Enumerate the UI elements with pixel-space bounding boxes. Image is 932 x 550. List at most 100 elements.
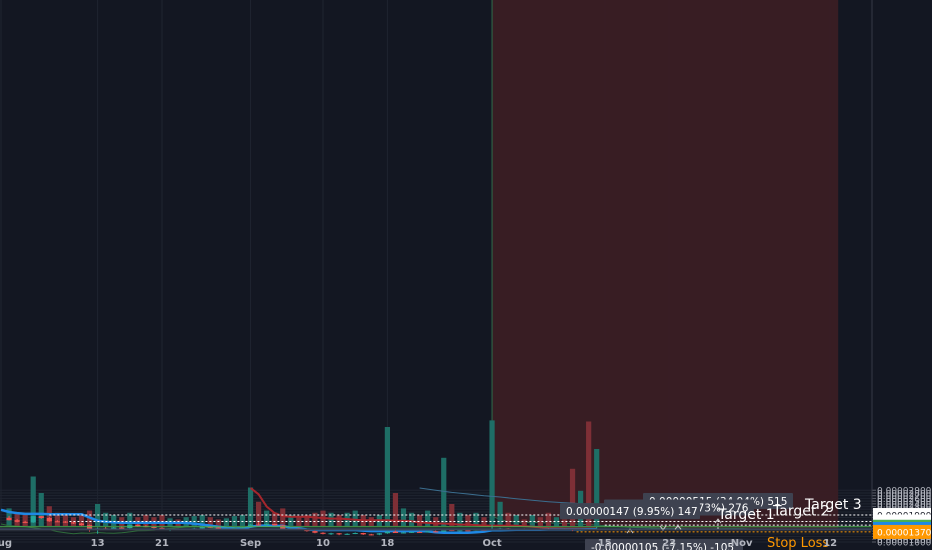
candle-body (6, 517, 12, 521)
volume-bar (352, 510, 358, 526)
candle-body (360, 533, 366, 535)
y-tick-label: 0.00002400 (877, 500, 932, 510)
candle-body (336, 533, 342, 535)
candle-body (408, 531, 415, 533)
x-tick-label: Aug (0, 538, 12, 549)
x-tick-label: Nov (731, 538, 753, 549)
candle-body (62, 521, 68, 523)
volume-bar (553, 517, 560, 526)
y-tick-label: 0.00002600 (877, 495, 932, 505)
volume-bar (312, 512, 318, 526)
candle-body (239, 527, 246, 529)
volume-bar (159, 515, 165, 526)
candle-body (425, 531, 431, 533)
volume-bar (304, 515, 310, 526)
cloud-zone (491, 0, 839, 531)
stop-label: Stop Loss (767, 536, 829, 550)
candle-body (441, 530, 447, 532)
volume-bar (433, 517, 439, 526)
volume-bar (408, 512, 415, 526)
y-tick-label: 0.00002500 (877, 498, 932, 508)
volume-bar (449, 504, 455, 526)
volume-bar (38, 493, 44, 526)
volume-bar (62, 515, 68, 526)
candle-body (264, 524, 270, 526)
candle-body (352, 533, 358, 535)
cloud-fill (492, 0, 839, 530)
measure-label: 0.00000147 (9.95%) 147 (566, 506, 698, 518)
candle-body (320, 532, 326, 534)
candle-body (312, 531, 318, 533)
measure-label: -0.00000105 (-7.15%) -105 (591, 542, 734, 550)
volume-bar (481, 517, 487, 526)
x-tick-label: 10 (316, 538, 330, 549)
volume-bar (513, 515, 519, 526)
x-tick-label: 23 (662, 538, 676, 549)
candle-body (231, 527, 238, 529)
candle-body (384, 531, 390, 534)
volume-bar (489, 420, 495, 526)
volume-bar (497, 501, 503, 526)
volume-bar (22, 515, 28, 526)
volume-bar (384, 427, 390, 526)
candle-body (46, 518, 52, 522)
candle-body (38, 516, 44, 519)
candle-body (417, 531, 423, 533)
arrow-head (626, 528, 634, 534)
candle-body (328, 533, 334, 535)
volume-bar (521, 519, 527, 526)
arrow-head (674, 524, 682, 530)
candle-body (433, 531, 439, 533)
volume-bar (392, 493, 399, 526)
y-tick-label: 0.00001100 (877, 536, 932, 546)
x-tick-label: 21 (155, 538, 169, 549)
volume-bar (569, 468, 576, 526)
volume-bar (127, 512, 133, 526)
volume-bar (505, 512, 511, 526)
price-tag-label: 0.00001370 (877, 528, 932, 538)
candle-body (14, 520, 20, 522)
volume-bar (272, 512, 278, 526)
candle-body (272, 524, 278, 526)
time-axis[interactable]: Aug 13 21 Sep 10 18 Oct 15 23 Nov 12 (0, 529, 872, 549)
volume-bar (457, 512, 463, 526)
candle-body (256, 524, 262, 526)
volume-bar (417, 515, 423, 526)
volume-bar (103, 512, 109, 526)
volume-bar (247, 487, 254, 526)
candle-body (119, 527, 125, 529)
volume-bar (425, 510, 431, 526)
volume-bar (54, 512, 60, 526)
candle-body (199, 526, 205, 529)
volume-bar (143, 515, 149, 526)
candle-body (70, 522, 77, 524)
target-label: Target 1 (717, 507, 775, 523)
volume-bar (400, 508, 407, 526)
candle-body (215, 527, 221, 529)
volume-bar (30, 476, 36, 526)
volume-bar (256, 501, 262, 526)
candle-body (457, 530, 463, 532)
cloud-upper-line (419, 487, 597, 505)
candle-body (344, 533, 350, 535)
volume-bar (336, 515, 342, 526)
price-axis[interactable]: 0.000010000.000011000.000012000.00001300… (871, 0, 932, 549)
volume-bar (215, 519, 221, 526)
volume-bar (537, 517, 543, 526)
x-tick-label: 18 (380, 538, 394, 549)
candle-body (400, 532, 407, 534)
volume-bar (78, 515, 85, 526)
measure-box (585, 538, 743, 550)
candle-body (449, 530, 455, 532)
volume-bar (288, 515, 294, 526)
volume-bar (239, 515, 246, 526)
volume-bar (594, 449, 600, 526)
candle-body (22, 521, 28, 523)
measure-box (560, 503, 700, 520)
candle-body (280, 525, 286, 530)
volume-bar (545, 512, 551, 526)
y-tick-label: 0.00002800 (877, 489, 932, 499)
candle-body (392, 531, 399, 534)
